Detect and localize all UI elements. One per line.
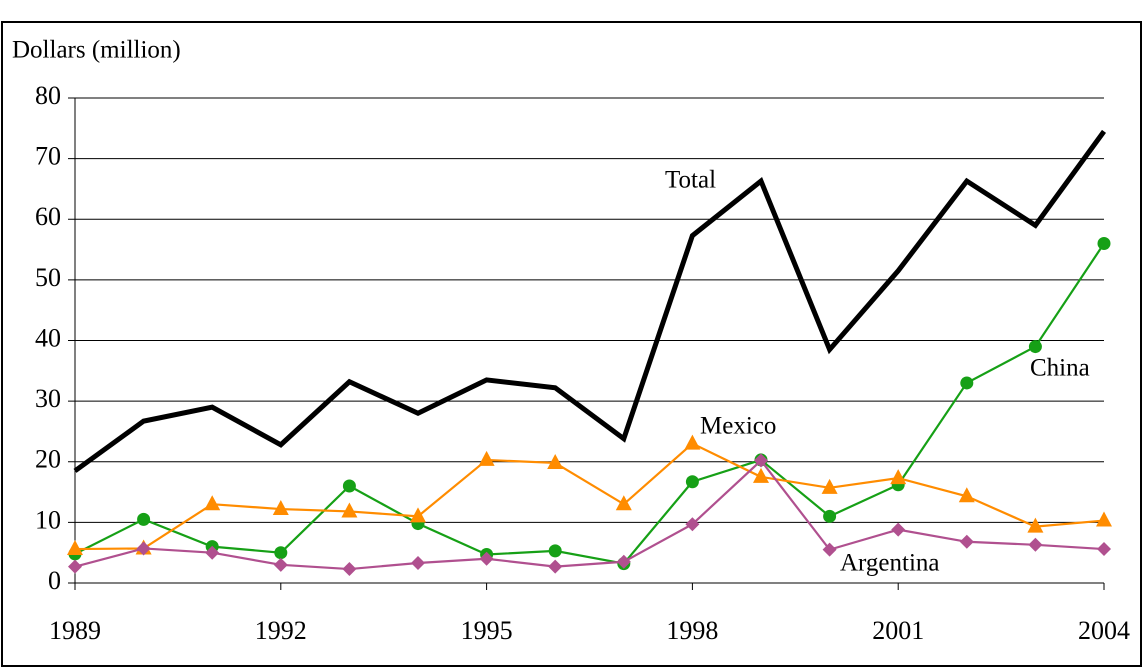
marker bbox=[410, 507, 426, 523]
y-tick-label: 80 bbox=[35, 81, 61, 110]
marker bbox=[341, 502, 358, 518]
y-tick-label: 20 bbox=[35, 445, 61, 474]
marker bbox=[205, 545, 220, 560]
series-line bbox=[73, 129, 1107, 473]
marker bbox=[685, 517, 700, 532]
marker bbox=[685, 475, 699, 489]
marker bbox=[136, 541, 151, 556]
marker bbox=[616, 554, 631, 569]
y-tick-label: 10 bbox=[35, 505, 61, 534]
x-tick-label: 1992 bbox=[255, 616, 307, 645]
marker bbox=[273, 557, 288, 572]
y-tick-label: 70 bbox=[35, 142, 61, 171]
marker bbox=[1027, 517, 1044, 533]
series-line bbox=[74, 242, 1105, 565]
marker bbox=[615, 495, 632, 511]
marker bbox=[821, 478, 838, 494]
marker bbox=[204, 495, 221, 511]
marker bbox=[684, 434, 701, 450]
marker bbox=[548, 544, 562, 558]
marker bbox=[960, 376, 974, 390]
x-tick-label: 2001 bbox=[872, 616, 924, 645]
series-label: Mexico bbox=[700, 413, 776, 440]
marker bbox=[1096, 511, 1112, 527]
series-label: China bbox=[1030, 355, 1090, 382]
x-tick-label: 1998 bbox=[666, 616, 718, 645]
marker bbox=[753, 467, 769, 483]
marker bbox=[342, 562, 357, 577]
marker bbox=[411, 555, 425, 570]
marker bbox=[274, 546, 288, 560]
marker bbox=[342, 479, 356, 493]
series-line bbox=[74, 458, 1105, 571]
marker bbox=[478, 450, 495, 466]
y-tick-label: 50 bbox=[35, 263, 61, 292]
series-line bbox=[74, 442, 1105, 551]
marker bbox=[891, 522, 906, 537]
marker bbox=[479, 551, 494, 566]
x-tick-label: 2004 bbox=[1078, 616, 1130, 645]
marker bbox=[958, 487, 975, 503]
marker bbox=[68, 559, 82, 574]
marker bbox=[1028, 340, 1042, 354]
marker bbox=[1028, 537, 1043, 552]
marker bbox=[959, 534, 974, 549]
marker bbox=[823, 509, 837, 523]
x-tick-label: 1989 bbox=[49, 616, 101, 645]
marker bbox=[272, 500, 289, 516]
series-label: Argentina bbox=[840, 550, 940, 577]
x-tick-label: 1995 bbox=[461, 616, 513, 645]
series-label: Total bbox=[665, 167, 716, 194]
marker bbox=[548, 559, 563, 574]
y-axis-label: Dollars (million) bbox=[12, 37, 181, 64]
chart-frame bbox=[1, 21, 1142, 667]
marker bbox=[890, 469, 907, 485]
marker bbox=[547, 453, 564, 469]
y-tick-label: 60 bbox=[35, 202, 61, 231]
marker bbox=[822, 542, 837, 557]
marker bbox=[137, 512, 151, 526]
marker bbox=[67, 540, 83, 556]
y-tick-label: 30 bbox=[35, 384, 61, 413]
y-tick-label: 40 bbox=[35, 323, 61, 352]
y-tick-label: 0 bbox=[48, 566, 61, 595]
marker bbox=[1097, 237, 1111, 250]
marker bbox=[754, 453, 768, 468]
marker bbox=[1097, 542, 1111, 557]
